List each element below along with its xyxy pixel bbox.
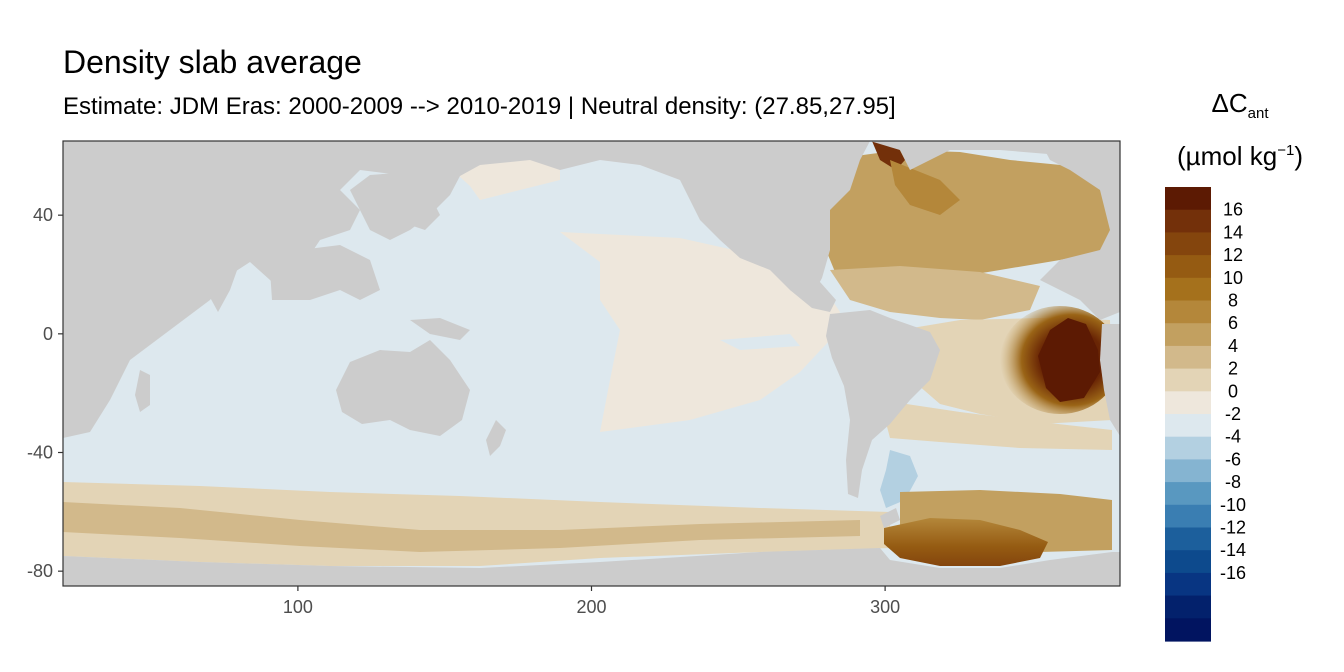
y-tick-label: 40 [33,205,53,225]
scotia-sea-blue-light [910,446,970,488]
legend-swatch [1165,436,1211,460]
legend-swatch [1165,595,1211,619]
land-australia [336,340,470,436]
legend-label: 6 [1228,313,1238,333]
land-japan [410,195,440,230]
land-africa-east-horn [63,141,320,300]
land-central-america [790,282,836,312]
legend-unit-superscript: −1 [1277,142,1295,159]
legend-swatch [1165,504,1211,529]
legend-swatch [1165,345,1211,370]
legend-swatch [1165,550,1211,574]
south-atlantic-region [880,400,1112,450]
legend-label: -4 [1225,427,1241,447]
legend-swatch [1165,232,1211,256]
legend-label: -12 [1220,518,1246,538]
chart-title: Density slab average [63,44,362,80]
legend-swatch [1165,527,1211,551]
legend-label: -10 [1220,495,1246,515]
legend-swatch [1165,572,1211,597]
weddell-sea-region [884,518,1048,566]
irminger-region [890,160,960,215]
legend-swatch [1165,414,1211,438]
eastern-pacific-region [430,150,840,432]
southern-ocean-band-inner [63,502,860,552]
legend-swatch [1165,618,1211,642]
legend-swatch [1165,482,1211,506]
legend-swatch [1165,187,1211,211]
y-tick-label: -40 [27,443,53,463]
land-new-zealand [486,420,506,456]
legend-swatch [1165,323,1211,347]
legend-label: 4 [1228,336,1238,356]
legend-label: 16 [1223,200,1243,220]
southeast-pacific-blue [720,334,800,350]
map-panel [63,141,1120,586]
legend-label: -2 [1225,404,1241,424]
legend-swatch [1165,391,1211,415]
land-antarctic-peninsula [880,508,900,528]
legend-title: ΔCant [1140,86,1340,131]
y-tick-label: -80 [27,561,53,581]
legend-swatch [1165,459,1211,483]
legend-label: 0 [1228,381,1238,401]
land-india [196,230,240,312]
legend-swatch [1165,277,1211,302]
legend-unit-post: ) [1294,141,1303,171]
legend-unit: (µmol kg−1) [1140,134,1340,173]
legend-swatch [1165,255,1211,279]
legend-label: 2 [1228,359,1238,379]
land-masses [63,141,1120,586]
land-antarctica [63,548,1120,586]
land-europe-africa-east-edge [1040,141,1120,320]
gulf-of-guinea-core [1038,318,1100,402]
x-tick-label: 300 [870,597,900,617]
legend-label: -14 [1220,540,1246,560]
legend-unit-pre: (µmol kg [1177,141,1278,171]
land-southern-africa-edge [1100,324,1120,436]
legend-swatch [1165,368,1211,392]
x-axis: 100 200 300 [283,586,900,617]
legend-swatch [1165,209,1211,233]
legend-label: 14 [1223,222,1243,242]
land-new-guinea [410,318,470,340]
legend-label: -16 [1220,563,1246,583]
land-madagascar [135,370,150,412]
southern-ocean-band [63,482,890,566]
legend-title-subscript: ant [1247,105,1269,122]
legend-label: -8 [1225,472,1241,492]
legend-label: 12 [1223,245,1243,265]
chart-subtitle: Estimate: JDM Eras: 2000-2009 --> 2010-2… [63,93,896,120]
legend-title-main: ΔC [1211,88,1248,118]
land-southeast-asia [250,245,380,300]
x-tick-label: 100 [283,597,313,617]
north-atlantic-lower [830,266,1040,320]
x-tick-label: 200 [576,597,606,617]
legend-label: -6 [1225,449,1241,469]
y-tick-label: 0 [43,324,53,344]
y-axis: 40 0 -40 -80 [27,205,63,581]
legend-label: 8 [1228,291,1238,311]
land-north-asia-north-america [350,141,1120,300]
legend-label: 10 [1223,268,1243,288]
land-south-america [826,310,940,498]
legend-swatch [1165,300,1211,324]
